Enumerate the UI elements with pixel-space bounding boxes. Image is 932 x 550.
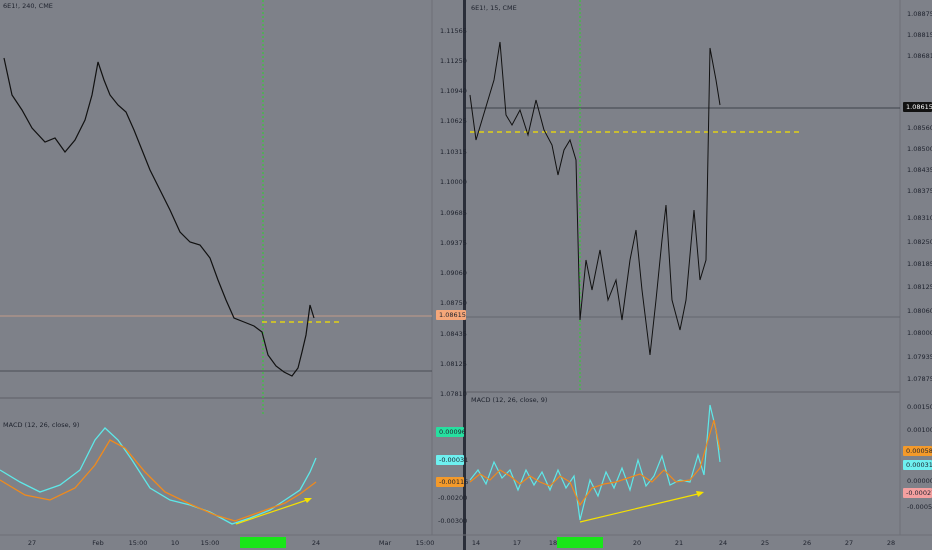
macd-axis-label: 0.00000 <box>907 477 932 485</box>
price-series <box>3 57 315 377</box>
time-label: 15:00 <box>416 539 435 547</box>
time-marker <box>240 537 286 548</box>
arrow-head <box>304 498 312 503</box>
time-label: 15:00 <box>129 539 148 547</box>
badge-label: 0.00031 <box>906 461 932 469</box>
time-label: Mar <box>379 539 392 547</box>
price-badge <box>436 427 464 437</box>
arrow-head <box>696 491 704 497</box>
price-label: 1.09375 <box>440 239 467 247</box>
price-label: 1.08750 <box>440 299 467 307</box>
indicator-title: MACD (12, 26, close, 9) <box>471 396 547 404</box>
macd-line <box>469 404 721 521</box>
layout-divider <box>463 0 466 550</box>
price-label: 1.07875 <box>907 375 932 383</box>
price-label: 1.08435 <box>907 166 932 174</box>
price-label: 1.08060 <box>907 307 932 315</box>
price-label: 1.10000 <box>440 178 467 186</box>
badge-label: 0.00096 <box>439 428 466 436</box>
price-label: 1.09060 <box>440 269 467 277</box>
price-label: 1.11250 <box>440 57 467 65</box>
price-badge <box>436 310 466 320</box>
price-label: 1.08000 <box>907 329 932 337</box>
time-label: 24 <box>312 539 320 547</box>
price-label: 1.10940 <box>440 87 467 95</box>
signal-line <box>0 439 317 522</box>
price-label: 1.09685 <box>440 209 467 217</box>
time-label: 21 <box>675 539 683 547</box>
price-label: 1.08560 <box>907 124 932 132</box>
price-label: 1.10625 <box>440 117 467 125</box>
price-series <box>469 41 721 356</box>
time-label: Feb <box>92 539 104 547</box>
time-label: 26 <box>803 539 811 547</box>
price-label: 1.08681 <box>907 52 932 60</box>
macd-axis-label: 0.00150 <box>907 403 932 411</box>
time-label: 15:00 <box>201 539 220 547</box>
price-badge <box>903 446 932 456</box>
chart-header: 6E1!, 15, CME <box>471 4 517 12</box>
macd-line <box>0 427 317 525</box>
time-label: 20 <box>633 539 641 547</box>
badge-label: 1.08615 <box>439 311 466 319</box>
macd-axis-label: 0.00100 <box>907 426 932 434</box>
macd-axis-label: -0.00200 <box>438 494 467 502</box>
time-label: 27 <box>28 539 36 547</box>
time-marker <box>557 537 603 548</box>
price-badge <box>903 102 932 112</box>
signal-line <box>469 419 721 507</box>
price-label: 1.11565 <box>440 27 467 35</box>
chart-header: 6E1!, 240, CME <box>3 2 53 10</box>
time-label: 18 <box>549 539 557 547</box>
price-label: 1.10315 <box>440 148 467 156</box>
price-label: 1.08185 <box>907 260 932 268</box>
price-label: 1.08250 <box>907 238 932 246</box>
price-label: 1.08435 <box>440 330 467 338</box>
badge-label: 0.00058 <box>906 447 932 455</box>
macd-axis-label: -0.00300 <box>438 517 467 525</box>
time-label: 28 <box>887 539 895 547</box>
price-badge <box>436 455 464 465</box>
price-label: 1.07810 <box>440 390 467 398</box>
price-label: 1.08125 <box>907 283 932 291</box>
price-label: 1.08310 <box>907 214 932 222</box>
price-badge <box>903 460 932 470</box>
time-label: 17 <box>513 539 521 547</box>
price-label: 1.08375 <box>907 187 932 195</box>
price-badge <box>436 477 464 487</box>
time-label: 10 <box>171 539 179 547</box>
time-label: 14 <box>472 539 480 547</box>
trend-arrow <box>579 492 703 523</box>
time-label: 27 <box>845 539 853 547</box>
price-label: 1.07935 <box>907 353 932 361</box>
badge-label: -0.00116 <box>439 478 468 486</box>
price-label: 1.08815 <box>907 31 932 39</box>
indicator-title: MACD (12, 26, close, 9) <box>3 421 79 429</box>
badge-label: -0.00031 <box>439 456 468 464</box>
badge-label: 1.08615 <box>906 103 932 111</box>
badge-label: -0.00027 <box>906 489 932 497</box>
price-label: 1.08125 <box>440 360 467 368</box>
trend-arrow <box>235 498 311 525</box>
time-label: 25 <box>761 539 769 547</box>
time-label: 24 <box>719 539 727 547</box>
price-label: 1.08500 <box>907 145 932 153</box>
price-label: 1.08875 <box>907 10 932 18</box>
price-badge <box>903 488 932 498</box>
